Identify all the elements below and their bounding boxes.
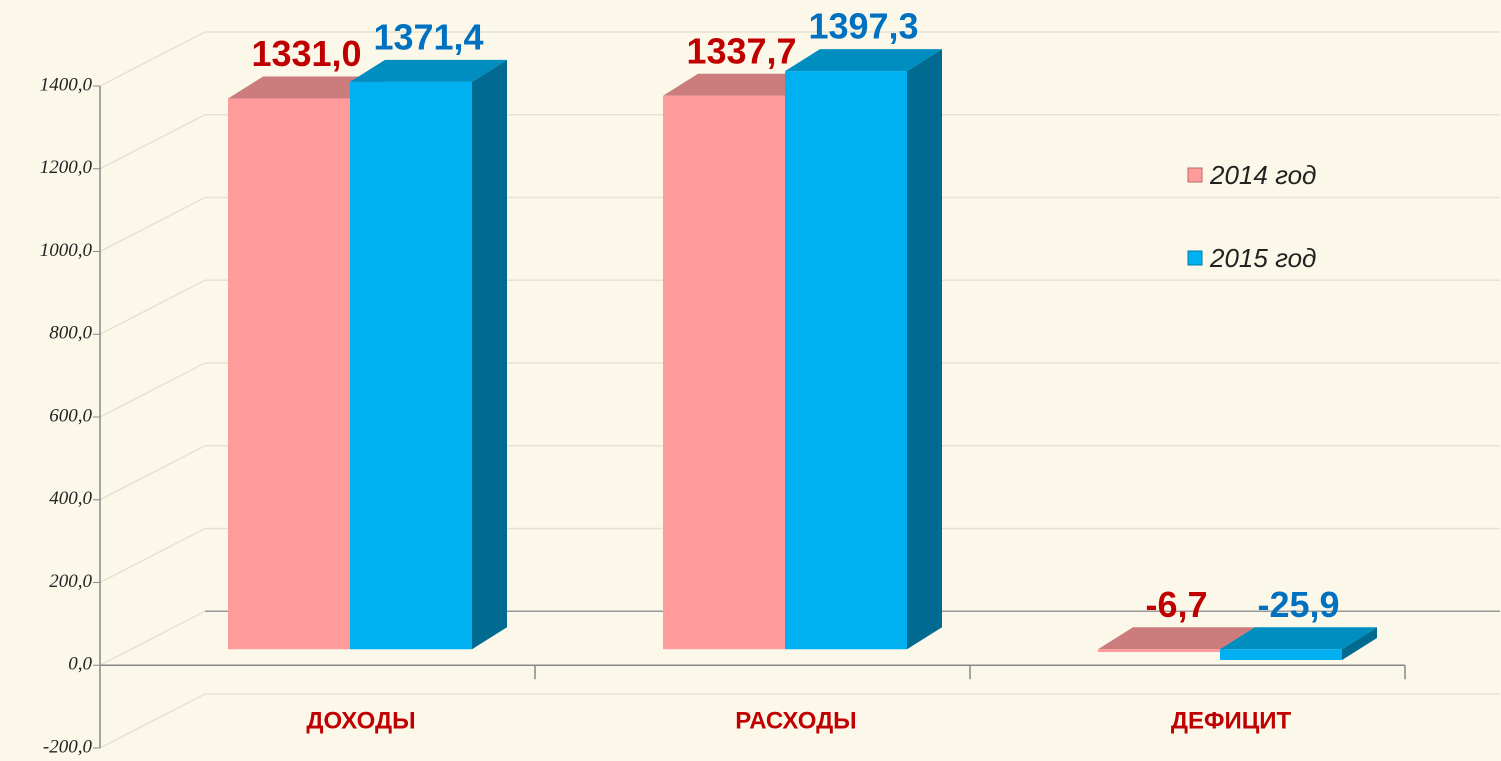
value-label: 1397,3 (808, 6, 918, 47)
value-label: 1371,4 (373, 16, 483, 57)
bar-top (350, 59, 507, 82)
bar-side (472, 59, 507, 650)
grid-line (99, 279, 206, 335)
x-tick-label: ДОХОДЫ (306, 707, 415, 734)
value-label: -25,9 (1257, 584, 1339, 625)
y-tick-label: 200,0 (49, 571, 92, 592)
grid-line (99, 445, 206, 501)
bar (785, 71, 907, 650)
y-tick-label: 0,0 (68, 654, 92, 675)
legend-label: 2015 год (1209, 243, 1316, 273)
bar-top (663, 73, 820, 96)
bar-top (228, 76, 385, 99)
bar (1098, 649, 1220, 653)
bar-side (907, 49, 942, 650)
grid-line (99, 31, 206, 87)
grid-line (99, 196, 206, 253)
bar-side (1342, 627, 1377, 660)
legend-swatch (1187, 250, 1203, 266)
bar-top (1098, 627, 1255, 650)
grid-line (99, 610, 206, 666)
x-tick-label: РАСХОДЫ (735, 707, 856, 734)
grid-line (99, 527, 206, 584)
x-tick-label: ДЕФИЦИТ (1171, 707, 1292, 734)
y-tick-label: 1400,0 (40, 74, 93, 95)
legend-label: 2014 год (1209, 160, 1316, 190)
legend-swatch (1187, 167, 1203, 183)
bar-top (785, 49, 942, 72)
bar (663, 95, 785, 650)
bar (228, 98, 350, 650)
grid-line (99, 693, 206, 749)
y-tick-label: -200,0 (43, 736, 93, 757)
y-tick-label: 1000,0 (40, 240, 93, 261)
bar-top (1220, 627, 1377, 650)
value-label: 1331,0 (251, 33, 361, 74)
y-tick-label: 600,0 (49, 405, 92, 426)
y-tick-label: 400,0 (49, 488, 92, 509)
bar (1220, 649, 1342, 660)
value-label: -6,7 (1145, 584, 1207, 625)
grid-line (99, 362, 206, 418)
value-label: 1337,7 (686, 30, 796, 71)
grid-line (99, 114, 206, 170)
y-tick-label: 800,0 (49, 323, 92, 344)
bar (350, 81, 472, 650)
y-tick-label: 1200,0 (40, 157, 93, 178)
